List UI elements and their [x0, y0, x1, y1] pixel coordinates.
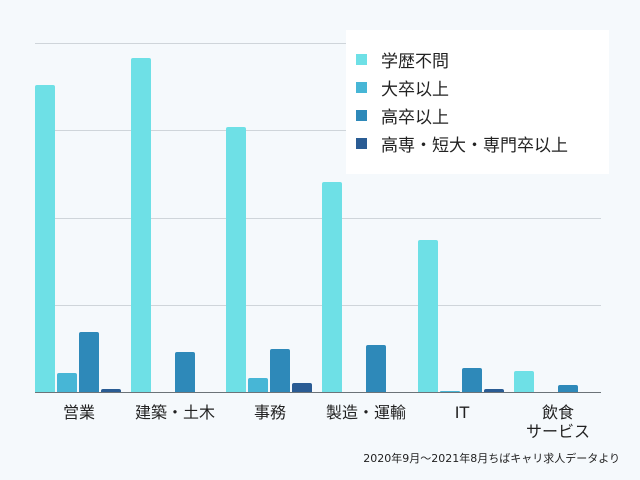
legend-label: 高卒以上 — [381, 107, 449, 128]
bar — [226, 127, 246, 392]
bar — [79, 332, 99, 392]
bar — [248, 378, 268, 392]
source-note: 2020年9月〜2021年8月ちばキャリ求人データより — [363, 452, 620, 465]
x-tick-label: 製造・運輸 — [325, 403, 407, 422]
legend-label: 学歴不問 — [381, 51, 449, 72]
bar — [35, 85, 55, 392]
legend-item: 学歴不問 — [356, 49, 449, 72]
legend-swatch-icon — [356, 81, 367, 93]
bar — [292, 383, 312, 392]
legend-swatch-icon — [356, 53, 367, 65]
bar — [270, 349, 290, 392]
bar — [366, 345, 386, 392]
x-tick-label: IT — [454, 403, 470, 422]
bar — [322, 182, 342, 392]
x-tick-label: 建築・土木 — [134, 403, 216, 422]
bar — [514, 371, 534, 392]
legend: 学歴不問 大卒以上 高卒以上 高専・短大・専門卒以上 — [346, 30, 609, 174]
gridline — [35, 305, 601, 306]
legend-swatch-icon — [356, 137, 367, 149]
legend-swatch-icon — [356, 109, 367, 121]
legend-item: 高卒以上 — [356, 105, 449, 128]
legend-item: 高専・短大・専門卒以上 — [356, 133, 568, 156]
bar — [57, 373, 77, 392]
bar — [101, 389, 121, 392]
bar — [558, 385, 578, 392]
bar — [175, 352, 195, 392]
bar — [440, 391, 460, 392]
bar — [418, 240, 438, 392]
bar — [484, 389, 504, 392]
x-tick-label: 営業 — [62, 403, 96, 422]
bar — [462, 368, 482, 392]
x-tick-label: 事務 — [253, 403, 287, 422]
gridline — [35, 130, 601, 131]
gridline — [35, 43, 601, 44]
bar — [131, 58, 151, 392]
legend-label: 高専・短大・専門卒以上 — [381, 135, 568, 156]
legend-label: 大卒以上 — [381, 79, 449, 100]
legend-item: 大卒以上 — [356, 77, 449, 100]
x-tick-label: 飲食 サービス — [525, 403, 591, 441]
gridline — [35, 218, 601, 219]
x-axis-line — [35, 392, 601, 393]
